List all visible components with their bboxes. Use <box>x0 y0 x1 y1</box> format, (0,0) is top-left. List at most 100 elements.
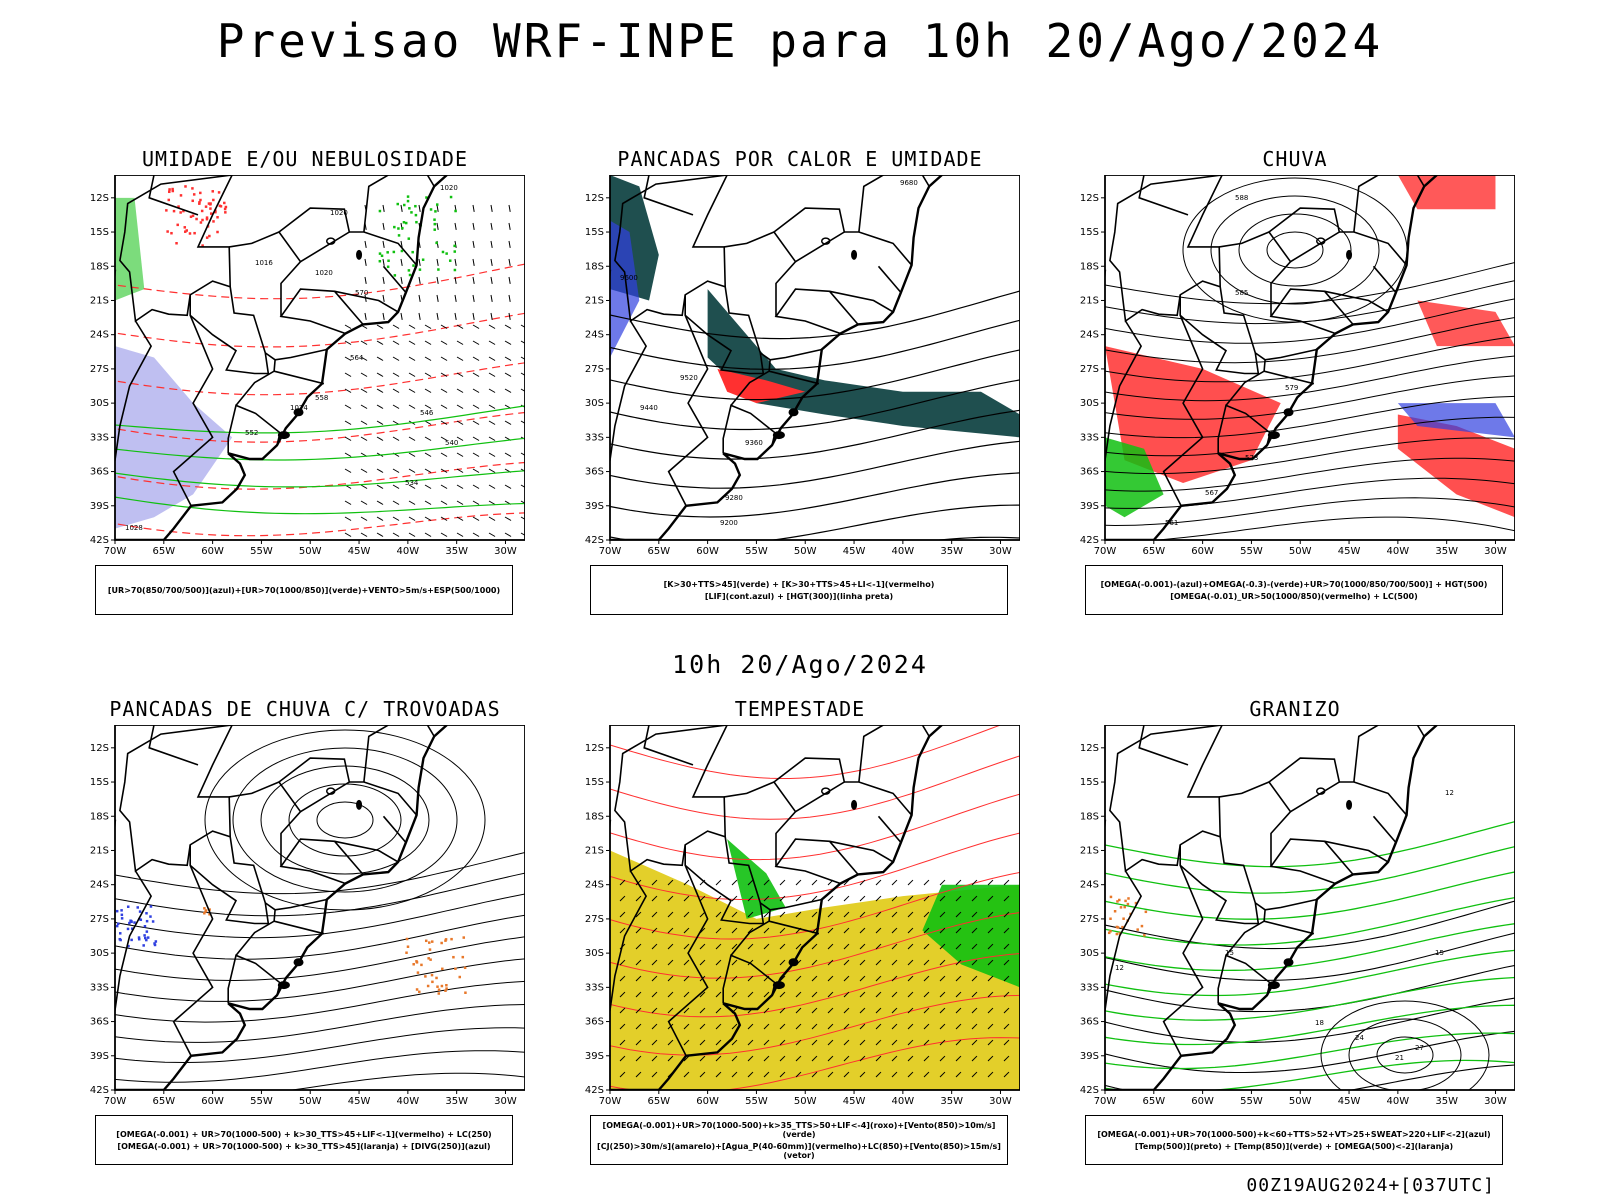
contour-line <box>1238 213 1352 287</box>
wind-vector <box>923 927 930 934</box>
wind-vector <box>795 1007 802 1014</box>
legend-box: [UR>70(850/700/500)](azul)+[UR>70(1000/8… <box>95 565 513 615</box>
contour-line <box>1105 437 1515 475</box>
map-layer <box>610 725 1020 1090</box>
wind-vector <box>635 895 642 902</box>
wind-vector <box>699 1055 706 1062</box>
shaded-point <box>416 971 420 974</box>
shaded-point <box>143 934 146 937</box>
contour-line <box>115 872 525 917</box>
lat-label: 30S <box>1080 398 1099 409</box>
wind-vector <box>747 975 754 982</box>
map-frame <box>609 175 1020 541</box>
shaded-point <box>441 967 444 971</box>
wind-vector <box>1003 1007 1010 1014</box>
wind-vector <box>971 1039 978 1046</box>
wind-vector <box>454 294 457 302</box>
wind-vector <box>488 468 496 473</box>
border-line <box>1264 898 1317 911</box>
wind-vector <box>907 1023 914 1030</box>
shaded-point <box>198 202 201 205</box>
wind-vector <box>987 959 994 966</box>
lat-label: 27S <box>585 914 604 925</box>
legend-line: [OMEGA(-0.01)_UR>50(1000/850)(vermelho) … <box>1170 591 1418 601</box>
wind-vector <box>843 1055 850 1062</box>
border-line <box>189 286 270 375</box>
shaded-point <box>435 241 438 245</box>
wind-vector <box>731 959 738 966</box>
wind-vector <box>763 959 770 966</box>
lon-label: 30W <box>989 1096 1012 1107</box>
wind-vector <box>763 1039 770 1046</box>
lat-label: 39S <box>1080 1051 1099 1062</box>
panel-title: UMIDADE E/OU NEBULOSIDADE <box>141 147 469 171</box>
shaded-point <box>418 268 422 271</box>
wind-vector <box>651 895 658 902</box>
wind-vector <box>490 222 493 230</box>
shaded-point <box>205 216 209 219</box>
contour-line <box>1105 1004 1515 1046</box>
wind-vector <box>731 975 738 982</box>
wind-vector <box>520 356 525 360</box>
wind-vector <box>472 500 480 505</box>
shaded-point <box>437 992 441 995</box>
lon-label: 60W <box>201 1096 224 1107</box>
shaded-point <box>184 185 187 188</box>
wind-vector <box>456 372 464 377</box>
wind-vector <box>360 404 368 409</box>
shaded-point <box>144 936 147 940</box>
wind-vector <box>472 388 480 393</box>
shaded-point <box>441 250 445 254</box>
wind-vector <box>488 388 496 393</box>
contour-line <box>1105 416 1515 457</box>
wind-vector <box>843 1039 850 1046</box>
panel-tempestade: TEMPESTADE 12S 15S 18S 21S 24S 27S 30S 33S 36S 39… <box>580 697 1020 1182</box>
lat-label: 42S <box>1080 1085 1099 1096</box>
contour-label: 546 <box>420 409 434 417</box>
wind-vector <box>504 516 512 521</box>
lat-label: 33S <box>585 982 604 993</box>
wind-vector <box>400 240 403 248</box>
shaded-point <box>452 955 455 959</box>
wind-vector <box>619 1007 626 1014</box>
wind-vector <box>635 1055 642 1062</box>
legend-line: [Temp(500)](preto) + [Temp(850)](verde) … <box>1134 1141 1454 1151</box>
shaded-point <box>146 936 150 939</box>
shaded-point <box>428 948 432 951</box>
shaded-point <box>410 211 413 214</box>
border-line <box>774 288 859 335</box>
shaded-point <box>1107 931 1111 935</box>
border-line <box>844 781 913 816</box>
map-pancadas-calor: 9680960095209440936092809200912012S15S18… <box>585 175 1020 557</box>
map-layer: 12 15 18 21 24 27 12 15 <box>1105 725 1515 1090</box>
shaded-point <box>224 205 228 209</box>
wind-vector <box>424 484 432 489</box>
wind-vector <box>891 879 898 886</box>
lat-label: 36S <box>90 1017 109 1028</box>
lat-label: 24S <box>1080 330 1099 341</box>
wind-vector <box>811 1055 818 1062</box>
shaded-point <box>386 251 389 254</box>
wind-vector <box>859 911 866 918</box>
contour-label: 9280 <box>725 494 743 502</box>
wind-vector <box>875 959 882 966</box>
coastline <box>115 175 448 540</box>
wind-vector <box>747 1023 754 1030</box>
wind-vector <box>843 991 850 998</box>
lat-label: 15S <box>1080 777 1099 788</box>
shaded-point <box>1109 929 1112 933</box>
shaded-point <box>168 188 171 191</box>
wind-vector <box>987 975 994 982</box>
border-line <box>724 231 797 317</box>
border-line <box>921 175 930 187</box>
wind-vector <box>424 468 432 473</box>
wind-vector <box>520 404 525 408</box>
lon-label: 50W <box>299 546 322 557</box>
border-line <box>768 370 820 385</box>
wind-vector <box>651 1039 658 1046</box>
wind-vector <box>795 943 802 950</box>
wind-vector <box>731 895 738 902</box>
map-frame <box>1104 175 1515 541</box>
wind-vector <box>987 879 994 886</box>
